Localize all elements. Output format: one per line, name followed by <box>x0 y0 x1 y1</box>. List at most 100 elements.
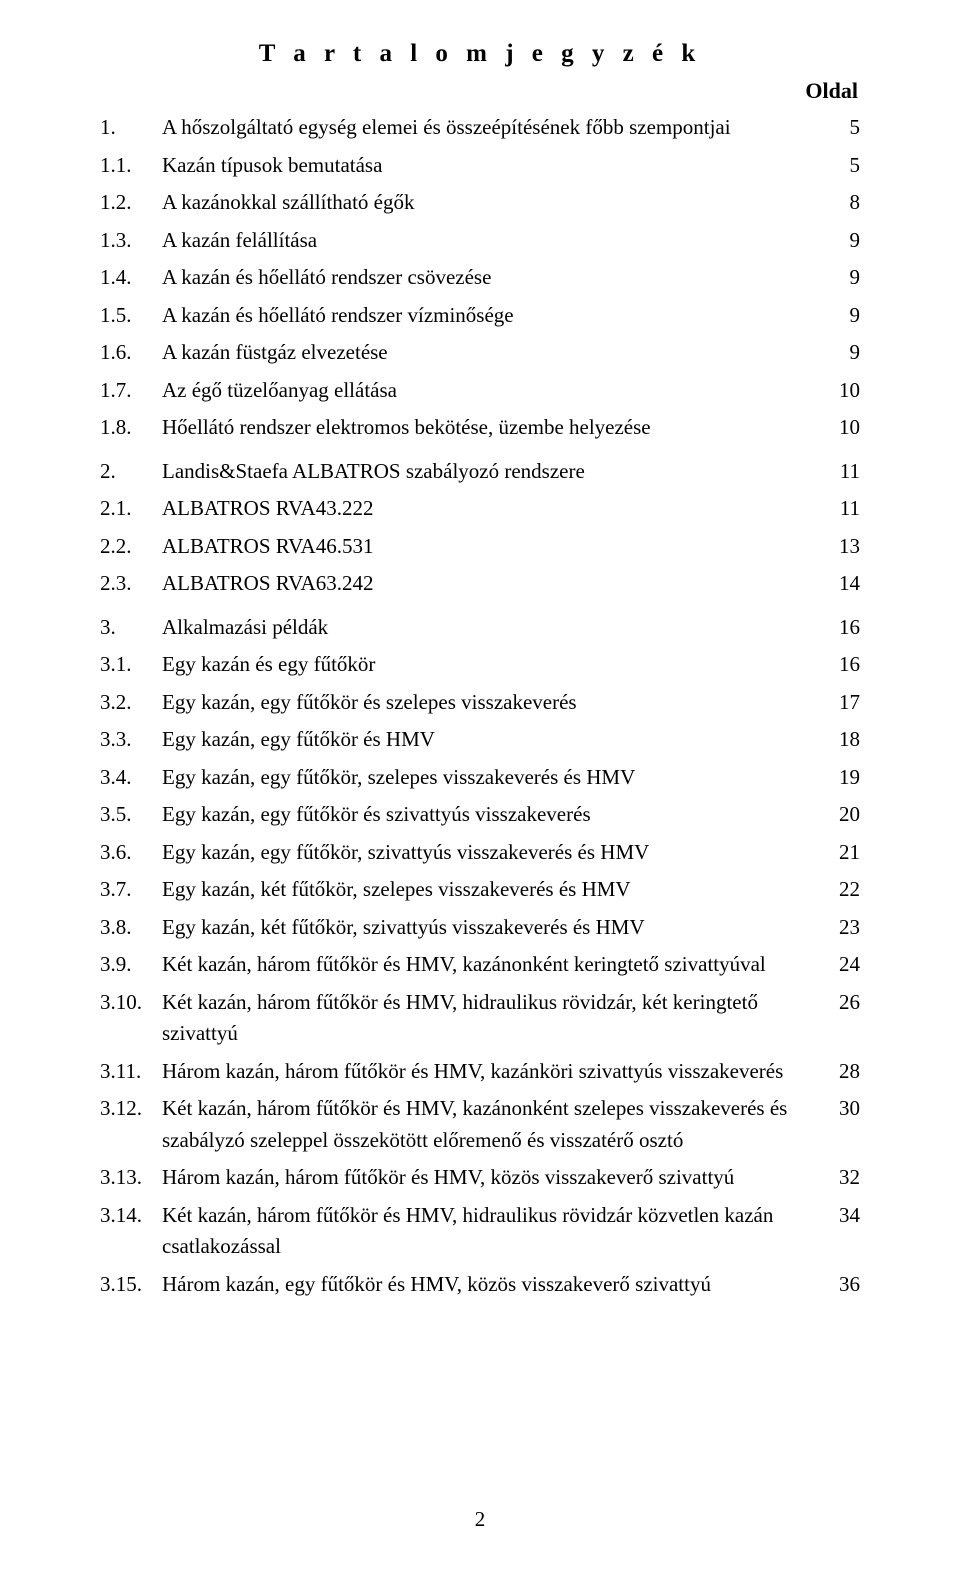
toc-text: Három kazán, három fűtőkör és HMV, kazán… <box>162 1056 820 1088</box>
toc-page: 5 <box>820 150 860 182</box>
toc-number: 1.4. <box>100 262 162 294</box>
toc-text: Kazán típusok bemutatása <box>162 150 820 182</box>
toc-row: 3.14.Két kazán, három fűtőkör és HMV, hi… <box>100 1200 860 1263</box>
toc-number: 3.9. <box>100 949 162 981</box>
toc-row: 3.10.Két kazán, három fűtőkör és HMV, hi… <box>100 987 860 1050</box>
toc-row: 3.11.Három kazán, három fűtőkör és HMV, … <box>100 1056 860 1088</box>
toc-page: 10 <box>820 375 860 407</box>
toc-number: 3.1. <box>100 649 162 681</box>
toc-number: 2.1. <box>100 493 162 525</box>
page-column-label: Oldal <box>100 78 860 104</box>
toc-text: Egy kazán és egy fűtőkör <box>162 649 820 681</box>
toc-row: 1.7.Az égő tüzelőanyag ellátása10 <box>100 375 860 407</box>
toc-text: Hőellátó rendszer elektromos bekötése, ü… <box>162 412 820 444</box>
toc-text: Három kazán, egy fűtőkör és HMV, közös v… <box>162 1269 820 1301</box>
toc-page: 5 <box>820 112 860 144</box>
toc-number: 3.4. <box>100 762 162 794</box>
toc-number: 1.8. <box>100 412 162 444</box>
toc-text: Egy kazán, egy fűtőkör, szelepes visszak… <box>162 762 820 794</box>
toc-number: 2. <box>100 456 162 488</box>
toc-number: 3.2. <box>100 687 162 719</box>
toc-text: Egy kazán, egy fűtőkör és HMV <box>162 724 820 756</box>
toc-page: 19 <box>820 762 860 794</box>
toc-number: 2.3. <box>100 568 162 600</box>
toc-text: Egy kazán, egy fűtőkör és szivattyús vis… <box>162 799 820 831</box>
toc-number: 2.2. <box>100 531 162 563</box>
toc-number: 1.2. <box>100 187 162 219</box>
toc-text: A kazánokkal szállítható égők <box>162 187 820 219</box>
toc-page: 18 <box>820 724 860 756</box>
toc-row: 3.15.Három kazán, egy fűtőkör és HMV, kö… <box>100 1269 860 1301</box>
toc-text: Egy kazán, két fűtőkör, szelepes visszak… <box>162 874 820 906</box>
toc-row: 2.1.ALBATROS RVA43.22211 <box>100 493 860 525</box>
toc-text: Landis&Staefa ALBATROS szabályozó rendsz… <box>162 456 820 488</box>
toc-page: 17 <box>820 687 860 719</box>
toc-number: 1.5. <box>100 300 162 332</box>
toc-text: Két kazán, három fűtőkör és HMV, kazánon… <box>162 1093 820 1156</box>
toc-row: 1.1.Kazán típusok bemutatása5 <box>100 150 860 182</box>
toc-number: 1.6. <box>100 337 162 369</box>
toc-section: 2.Landis&Staefa ALBATROS szabályozó rend… <box>100 456 860 600</box>
toc-text: Két kazán, három fűtőkör és HMV, hidraul… <box>162 1200 820 1263</box>
toc-row: 3.12.Két kazán, három fűtőkör és HMV, ka… <box>100 1093 860 1156</box>
toc-row: 3.9.Két kazán, három fűtőkör és HMV, kaz… <box>100 949 860 981</box>
toc-number: 1.3. <box>100 225 162 257</box>
toc-number: 3.10. <box>100 987 162 1019</box>
toc-page: 24 <box>820 949 860 981</box>
toc-number: 3.12. <box>100 1093 162 1125</box>
toc-row: 1.8.Hőellátó rendszer elektromos bekötés… <box>100 412 860 444</box>
toc-text: Az égő tüzelőanyag ellátása <box>162 375 820 407</box>
toc-number: 3. <box>100 612 162 644</box>
toc-page: 16 <box>820 612 860 644</box>
toc-section: 1.A hőszolgáltató egység elemei és össze… <box>100 112 860 444</box>
toc-page: 36 <box>820 1269 860 1301</box>
toc-text: Két kazán, három fűtőkör és HMV, hidraul… <box>162 987 820 1050</box>
toc-page: 26 <box>820 987 860 1019</box>
toc-text: A kazán füstgáz elvezetése <box>162 337 820 369</box>
toc-text: Egy kazán, két fűtőkör, szivattyús vissz… <box>162 912 820 944</box>
toc-page: 9 <box>820 300 860 332</box>
toc-row: 3.5.Egy kazán, egy fűtőkör és szivattyús… <box>100 799 860 831</box>
toc-number: 3.7. <box>100 874 162 906</box>
toc-text: Egy kazán, egy fűtőkör és szelepes vissz… <box>162 687 820 719</box>
toc-row: 2.Landis&Staefa ALBATROS szabályozó rend… <box>100 456 860 488</box>
toc-row: 3.4.Egy kazán, egy fűtőkör, szelepes vis… <box>100 762 860 794</box>
toc-page: 28 <box>820 1056 860 1088</box>
page-number: 2 <box>0 1507 960 1532</box>
toc-page: 34 <box>820 1200 860 1232</box>
toc-section: 3.Alkalmazási példák16 3.1.Egy kazán és e… <box>100 612 860 1301</box>
toc-row: 3.8.Egy kazán, két fűtőkör, szivattyús v… <box>100 912 860 944</box>
toc-row: 2.2.ALBATROS RVA46.53113 <box>100 531 860 563</box>
toc-page: 13 <box>820 531 860 563</box>
toc-page: 11 <box>820 456 860 488</box>
toc-row: 3.Alkalmazási példák16 <box>100 612 860 644</box>
toc-number: 3.6. <box>100 837 162 869</box>
toc-row: 1.6.A kazán füstgáz elvezetése9 <box>100 337 860 369</box>
toc-page: 16 <box>820 649 860 681</box>
page: T a r t a l o m j e g y z é k Oldal 1.A … <box>0 0 960 1582</box>
toc-number: 1.7. <box>100 375 162 407</box>
toc-page: 9 <box>820 262 860 294</box>
toc-row: 1.3.A kazán felállítása9 <box>100 225 860 257</box>
toc-text: A hőszolgáltató egység elemei és összeép… <box>162 112 820 144</box>
toc-row: 2.3.ALBATROS RVA63.24214 <box>100 568 860 600</box>
toc-number: 3.3. <box>100 724 162 756</box>
toc-row: 3.6.Egy kazán, egy fűtőkör, szivattyús v… <box>100 837 860 869</box>
toc-number: 3.15. <box>100 1269 162 1301</box>
toc-row: 3.3.Egy kazán, egy fűtőkör és HMV18 <box>100 724 860 756</box>
toc-number: 3.13. <box>100 1162 162 1194</box>
toc-page: 23 <box>820 912 860 944</box>
toc: 1.A hőszolgáltató egység elemei és össze… <box>100 112 860 1300</box>
toc-number: 3.5. <box>100 799 162 831</box>
toc-text: ALBATROS RVA43.222 <box>162 493 820 525</box>
toc-page: 9 <box>820 225 860 257</box>
toc-number: 3.14. <box>100 1200 162 1232</box>
toc-page: 10 <box>820 412 860 444</box>
toc-text: Három kazán, három fűtőkör és HMV, közös… <box>162 1162 820 1194</box>
toc-row: 3.1.Egy kazán és egy fűtőkör16 <box>100 649 860 681</box>
toc-page: 20 <box>820 799 860 831</box>
toc-row: 1.5.A kazán és hőellátó rendszer vízminő… <box>100 300 860 332</box>
toc-page: 21 <box>820 837 860 869</box>
toc-number: 3.11. <box>100 1056 162 1088</box>
toc-text: A kazán és hőellátó rendszer csövezése <box>162 262 820 294</box>
